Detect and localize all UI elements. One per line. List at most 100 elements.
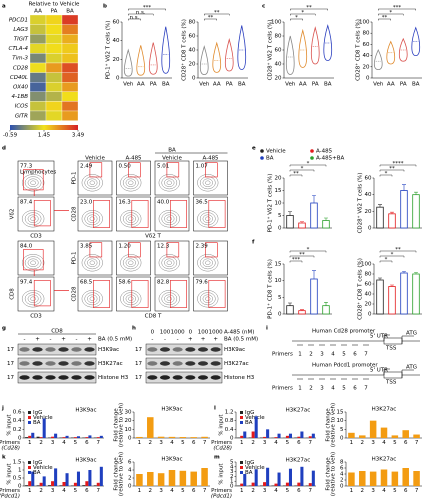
y-tick-label: 60 <box>275 48 282 54</box>
y-axis-label: (relative to veh) <box>331 403 337 447</box>
y-axis-label: % input <box>219 463 225 485</box>
contour <box>199 256 216 270</box>
band <box>45 375 56 380</box>
promoter-name: Human Cd28 promoter <box>312 329 376 335</box>
gene-label: TIGIT <box>14 37 29 43</box>
blot-label: H3K9ac <box>224 347 245 353</box>
contour <box>158 174 180 192</box>
bar <box>388 213 396 229</box>
heatmap-cell <box>61 62 79 73</box>
bar <box>251 482 255 486</box>
y-tick-label: 20 <box>365 209 372 215</box>
column-header: Vehicle <box>162 156 182 162</box>
x-tick-label: Veh <box>199 82 210 88</box>
x-tick-label: 4 <box>170 440 174 446</box>
error-bar <box>312 270 316 279</box>
x-tick-label: 4 <box>274 488 278 494</box>
contour <box>89 216 95 221</box>
bar <box>82 485 86 486</box>
y-tick-label: 20 <box>365 302 372 308</box>
bar <box>359 471 366 486</box>
contour <box>158 254 180 272</box>
violin <box>310 26 320 65</box>
contour <box>27 214 39 223</box>
chart-title: H3K27ac <box>286 458 311 464</box>
bar <box>400 272 408 315</box>
gate-value: 97.4 <box>20 280 33 286</box>
heatmap-cell <box>29 43 47 54</box>
chart-title: H3K9ac <box>161 457 182 463</box>
sig-bracket <box>379 260 393 263</box>
tss-arrow <box>383 368 390 375</box>
bar <box>147 417 154 438</box>
y-tick-label: 40 <box>363 53 370 59</box>
heatmap-header: Relative to Vehicle <box>29 2 80 8</box>
bar <box>96 437 100 438</box>
error-bar <box>300 221 304 223</box>
marker-label: 17 <box>7 347 14 353</box>
gate-value: 82.8 <box>157 280 170 286</box>
sig-label: * <box>385 171 388 177</box>
y-tick-label: 10 <box>125 427 132 433</box>
bar <box>380 427 388 438</box>
band <box>32 347 43 352</box>
gate <box>128 242 141 258</box>
x-axis-label: Primers <box>0 440 20 446</box>
gate <box>23 249 44 271</box>
sign: - <box>177 337 179 343</box>
column-label: BA <box>66 9 74 15</box>
heatmap-cell <box>61 101 79 112</box>
contour <box>84 256 101 270</box>
sig-label: ** <box>208 15 214 21</box>
y-tick-label: 8 <box>340 460 344 466</box>
contour <box>202 178 213 187</box>
error-bar <box>390 284 394 287</box>
x-axis-label: CD3 <box>30 234 42 240</box>
contour <box>120 254 142 272</box>
panel-label: a <box>2 4 6 10</box>
gate <box>208 200 226 228</box>
contour <box>164 294 175 303</box>
y-tick-label: 1 <box>230 479 234 485</box>
x-tick-label: PA <box>400 82 407 88</box>
contour <box>125 258 136 267</box>
y-tick-label: 1.5 <box>13 460 22 466</box>
y-tick-label: 0 <box>128 436 132 442</box>
bar <box>288 433 292 438</box>
x-tick-label: PA <box>312 82 319 88</box>
bar <box>310 278 318 315</box>
panel-label: b <box>103 4 107 10</box>
band <box>197 347 209 352</box>
y-tick-label: 10 <box>275 201 282 207</box>
band <box>172 375 183 380</box>
chart-title: H3K27ac <box>372 457 397 463</box>
gate <box>93 280 110 308</box>
y-tick-label: 100 <box>359 20 370 26</box>
bar <box>266 429 270 438</box>
panel-label: c <box>262 4 265 10</box>
contour <box>161 212 178 226</box>
heatmap-cell <box>61 82 79 92</box>
sign: - <box>24 337 26 343</box>
band <box>210 361 221 366</box>
y-axis-label: CD28⁺ Vδ2 T cells (%) <box>267 20 274 81</box>
x-tick-label: 1 <box>138 488 142 494</box>
x-tick-label: 7 <box>203 440 207 446</box>
sig-label: ** <box>214 10 220 16</box>
sig-bracket <box>379 255 405 258</box>
gate <box>131 280 149 308</box>
contour <box>122 292 139 306</box>
y-tick-label: 60 <box>189 34 196 40</box>
x-axis-label: CD8 T <box>145 314 162 320</box>
colorbar-label: 1.45 <box>38 133 51 139</box>
column-header: A-485 <box>125 156 142 162</box>
contour <box>89 180 95 185</box>
chart-title: H3K9ac <box>161 407 182 413</box>
x-tick-label: 6 <box>192 440 196 446</box>
contour <box>30 260 36 265</box>
gate <box>170 200 187 228</box>
bar <box>266 467 270 486</box>
band <box>210 347 221 352</box>
atg-label: ATG <box>406 331 417 337</box>
chart-title: H3K27ac <box>286 408 311 414</box>
